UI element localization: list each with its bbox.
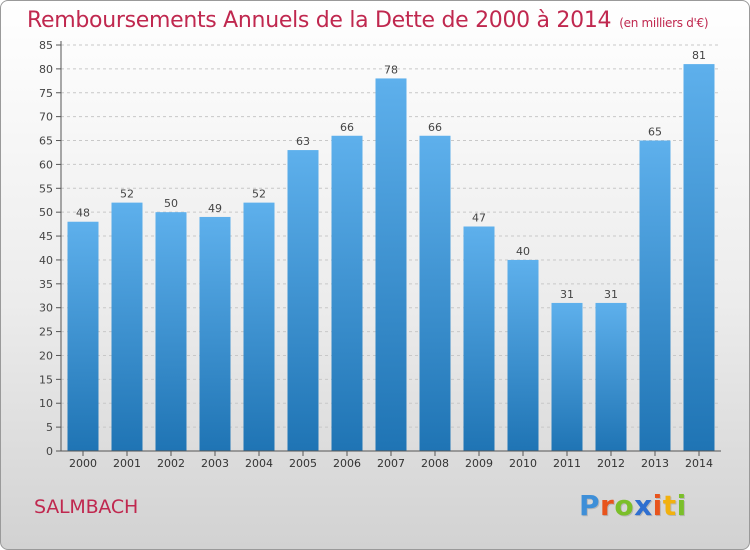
commune-name: SALMBACH (34, 496, 139, 518)
bar (375, 78, 407, 451)
x-tick-label: 2010 (509, 457, 537, 470)
y-tick-label: 55 (39, 182, 53, 195)
y-tick-label: 5 (46, 421, 53, 434)
chart-title: Remboursements Annuels de la Dette de 20… (27, 8, 709, 33)
y-tick-label: 20 (39, 349, 53, 362)
logo-letter: P (579, 489, 601, 522)
data-label: 52 (252, 188, 266, 201)
data-label: 31 (560, 288, 574, 301)
y-tick-label: 80 (39, 63, 53, 76)
chart-title-text: Remboursements Annuels de la Dette de 20… (27, 8, 612, 33)
x-tick-label: 2009 (465, 457, 493, 470)
y-tick-label: 10 (39, 397, 53, 410)
logo-letter: t (662, 489, 677, 522)
x-tick-label: 2005 (289, 457, 317, 470)
x-tick-label: 2007 (377, 457, 405, 470)
bar (551, 302, 583, 451)
logo-letter: i (652, 489, 663, 522)
bar (683, 64, 715, 451)
x-tick-label: 2000 (69, 457, 97, 470)
x-tick-label: 2014 (685, 457, 713, 470)
data-label: 48 (76, 207, 90, 220)
y-tick-label: 40 (39, 254, 53, 267)
data-label: 63 (296, 135, 310, 148)
y-tick-label: 50 (39, 206, 53, 219)
y-tick-label: 45 (39, 230, 53, 243)
bar (243, 202, 275, 451)
bar (67, 221, 99, 451)
y-tick-label: 35 (39, 278, 53, 291)
bar (507, 259, 539, 451)
bar (155, 212, 187, 451)
y-tick-label: 0 (46, 445, 53, 458)
y-tick-label: 70 (39, 111, 53, 124)
data-label: 65 (648, 126, 662, 139)
x-tick-label: 2002 (157, 457, 185, 470)
y-tick-label: 30 (39, 302, 53, 315)
bar (419, 135, 451, 452)
x-tick-label: 2004 (245, 457, 273, 470)
y-tick-label: 25 (39, 326, 53, 339)
data-label: 81 (692, 49, 706, 62)
bar (595, 302, 627, 451)
y-tick-label: 75 (39, 87, 53, 100)
data-label: 40 (516, 245, 530, 258)
proxiti-logo: Proxiti (579, 489, 687, 522)
logo-letter: o (614, 489, 635, 522)
logo-letter: r (600, 489, 615, 522)
axes (56, 41, 721, 456)
data-label: 78 (384, 63, 398, 76)
bars (67, 64, 715, 452)
data-label: 47 (472, 212, 486, 225)
y-tick-label: 15 (39, 373, 53, 386)
y-tick-label: 60 (39, 158, 53, 171)
data-label: 66 (428, 121, 442, 134)
bar (287, 150, 319, 452)
data-label: 66 (340, 121, 354, 134)
x-tick-label: 2013 (641, 457, 669, 470)
x-tick-label: 2001 (113, 457, 141, 470)
unit-note: (en milliers d'€) (619, 16, 709, 30)
data-label: 49 (208, 202, 222, 215)
bar (639, 140, 671, 451)
bar (199, 216, 231, 451)
bar (463, 226, 495, 451)
labels: 0 5 10 15 20 25 30 35 40 45 50 55 60 65 70 75 80 85 48 2000… (39, 39, 713, 470)
data-label: 50 (164, 197, 178, 210)
data-label: 31 (604, 288, 618, 301)
x-tick-label: 2012 (597, 457, 625, 470)
data-label: 52 (120, 188, 134, 201)
y-tick-label: 85 (39, 39, 53, 52)
x-tick-label: 2011 (553, 457, 581, 470)
y-tick-label: 65 (39, 135, 53, 148)
x-tick-label: 2008 (421, 457, 449, 470)
bar (111, 202, 143, 451)
x-tick-label: 2006 (333, 457, 361, 470)
logo-letter: x (634, 489, 653, 522)
x-tick-label: 2003 (201, 457, 229, 470)
logo-letter: i (676, 489, 687, 522)
bar (331, 135, 363, 452)
